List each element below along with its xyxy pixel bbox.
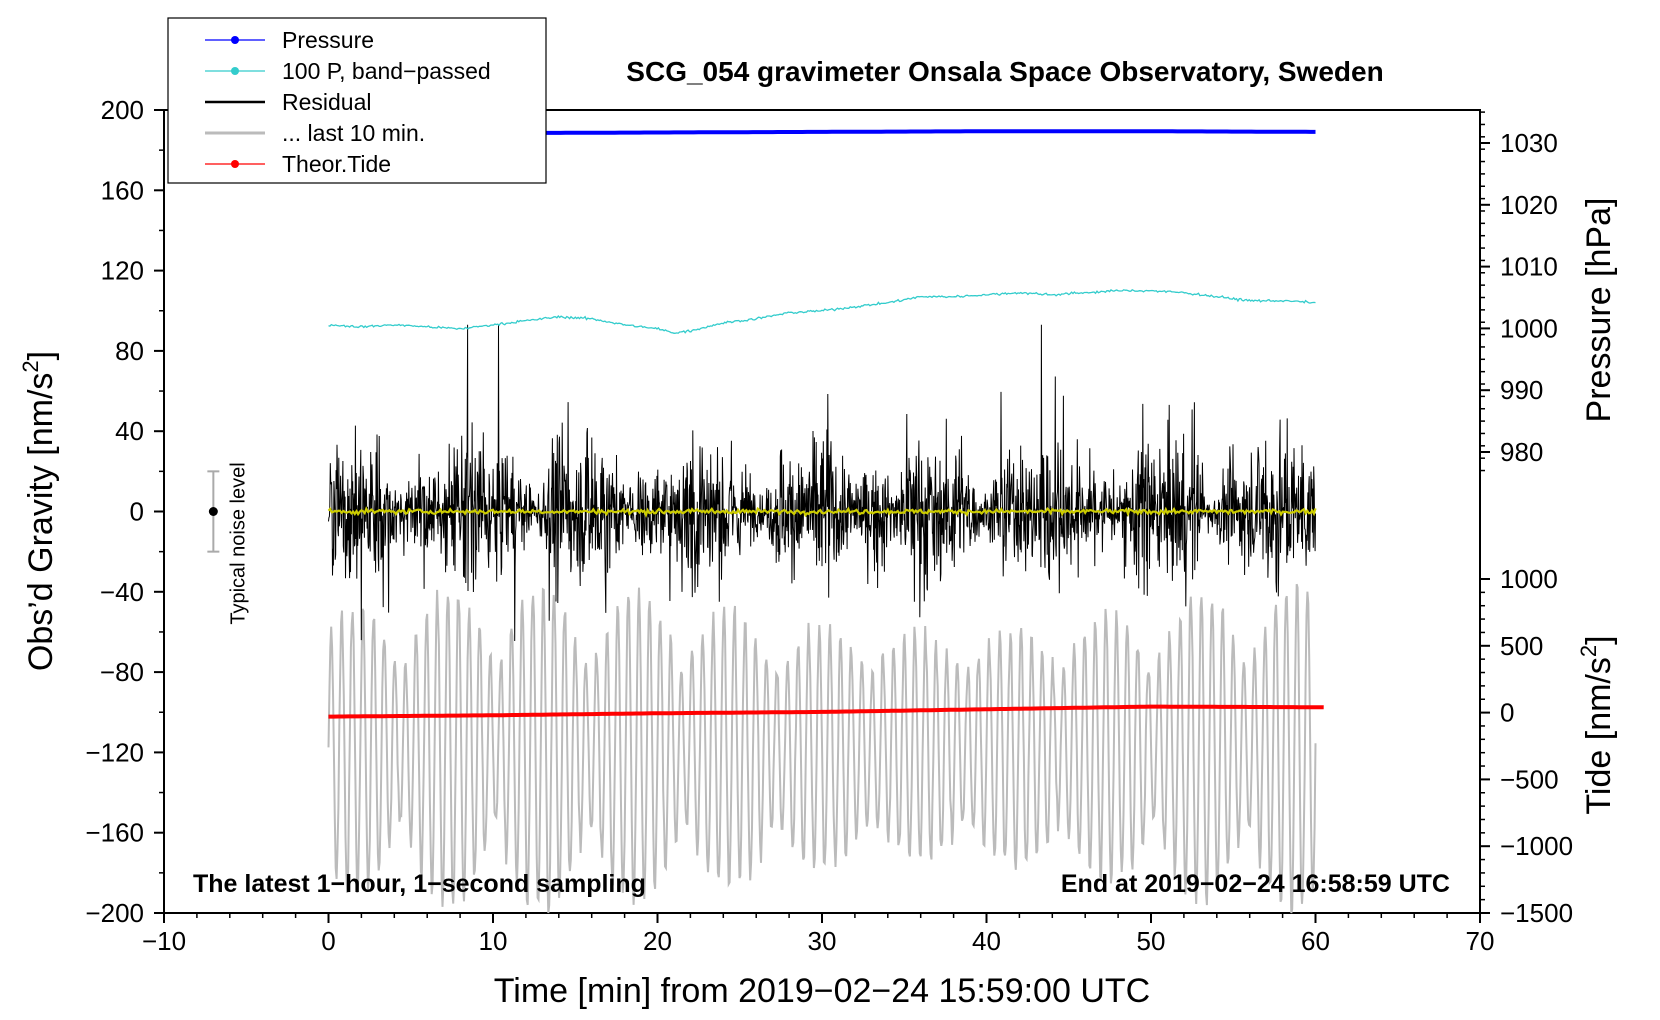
y-left-tick-label: 80 bbox=[115, 336, 144, 366]
noise-dot bbox=[208, 507, 218, 516]
pressure-tick-label: 990 bbox=[1500, 375, 1543, 405]
y-axis-tide-title-close: ] bbox=[1580, 635, 1618, 644]
y-left-tick-label: −80 bbox=[100, 657, 144, 687]
noise-indicator: Typical noise level bbox=[207, 462, 249, 625]
tide-tick-label: 0 bbox=[1500, 698, 1514, 728]
y-left-tick-label: 0 bbox=[130, 497, 144, 527]
legend-box bbox=[167, 17, 547, 184]
x-tick-label: 20 bbox=[643, 926, 672, 956]
x-tick-label: −10 bbox=[142, 926, 186, 956]
y-axis-left-title-main: Obs’d Gravity [nm/s bbox=[22, 373, 60, 672]
x-tick-label: 0 bbox=[321, 926, 335, 956]
annotation-end-time: End at 2019−02−24 16:58:59 UTC bbox=[1061, 870, 1450, 898]
legend-items: Pressure 100 P, band−passed Residual ... la… bbox=[205, 27, 491, 177]
legend: Pressure 100 P, band−passed Residual ... la… bbox=[167, 17, 547, 184]
tide-tick-label: 500 bbox=[1500, 631, 1543, 661]
tide-tick-label: 1000 bbox=[1500, 564, 1558, 594]
y-axis-left-title: Obs’d Gravity [nm/s2] bbox=[18, 351, 60, 671]
x-tick-label: 30 bbox=[808, 926, 837, 956]
pressure-tick-label: 1010 bbox=[1500, 252, 1558, 282]
y-axis-tide-title: Tide [nm/s2] bbox=[1576, 635, 1618, 814]
x-tick-label: 40 bbox=[972, 926, 1001, 956]
legend-swatch-marker bbox=[231, 67, 239, 75]
plot-area bbox=[163, 109, 1481, 914]
x-tick-label: 50 bbox=[1137, 926, 1166, 956]
x-tick-label: 70 bbox=[1466, 926, 1495, 956]
y-axis-tide-title-main: Tide [nm/s bbox=[1580, 657, 1618, 814]
chart-title: SCG_054 gravimeter Onsala Space Observat… bbox=[626, 56, 1383, 87]
y-axis-pressure-title: Pressure [hPa] bbox=[1580, 198, 1618, 423]
series-layer bbox=[327, 129, 1324, 914]
series-last-10-min bbox=[327, 583, 1317, 914]
legend-label: ... last 10 min. bbox=[282, 120, 425, 146]
legend-label: Pressure bbox=[282, 27, 374, 53]
series-theor-tide bbox=[328, 704, 1324, 719]
y-left-tick-label: 200 bbox=[101, 95, 144, 125]
series-band-passed bbox=[328, 289, 1316, 334]
y-left-tick-label: −160 bbox=[85, 818, 144, 848]
legend-swatch-marker bbox=[231, 160, 239, 168]
tide-tick-label: −500 bbox=[1500, 764, 1559, 794]
y-left-tick-label: −120 bbox=[85, 737, 144, 767]
tide-tick-label: −1000 bbox=[1500, 831, 1573, 861]
x-tick-label: 60 bbox=[1301, 926, 1330, 956]
tide-tick-label: −1500 bbox=[1500, 898, 1573, 928]
legend-swatch-marker bbox=[231, 36, 239, 44]
y-left-tick-label: 160 bbox=[101, 175, 144, 205]
noise-label: Typical noise level bbox=[227, 462, 249, 624]
series-residual-smoothed bbox=[327, 506, 1317, 519]
legend-label: Residual bbox=[282, 89, 372, 115]
y-left-tick-label: 40 bbox=[115, 416, 144, 446]
y-axis-tide-title-sup: 2 bbox=[1576, 645, 1601, 657]
x-axis-title: Time [min] from 2019−02−24 15:59:00 UTC bbox=[494, 972, 1150, 1010]
pressure-tick-label: 980 bbox=[1500, 437, 1543, 467]
pressure-tick-label: 1030 bbox=[1500, 128, 1558, 158]
annotation-sampling: The latest 1−hour, 1−second sampling bbox=[193, 870, 646, 898]
ticks-layer: −10 0 10 20 30 40 50 60 7020016012080400−40−80−1… bbox=[85, 95, 1573, 956]
y-left-tick-label: −40 bbox=[100, 577, 144, 607]
y-axis-left-title-sup: 2 bbox=[18, 360, 43, 372]
y-axis-left-title-close: ] bbox=[22, 351, 60, 360]
y-left-tick-label: −200 bbox=[85, 898, 144, 928]
y-left-tick-label: 120 bbox=[101, 256, 144, 286]
series-residual bbox=[328, 324, 1316, 642]
x-tick-label: 10 bbox=[479, 926, 508, 956]
pressure-tick-label: 1020 bbox=[1500, 190, 1558, 220]
legend-label: Theor.Tide bbox=[282, 151, 391, 177]
pressure-tick-label: 1000 bbox=[1500, 313, 1558, 343]
legend-label: 100 P, band−passed bbox=[282, 58, 491, 84]
